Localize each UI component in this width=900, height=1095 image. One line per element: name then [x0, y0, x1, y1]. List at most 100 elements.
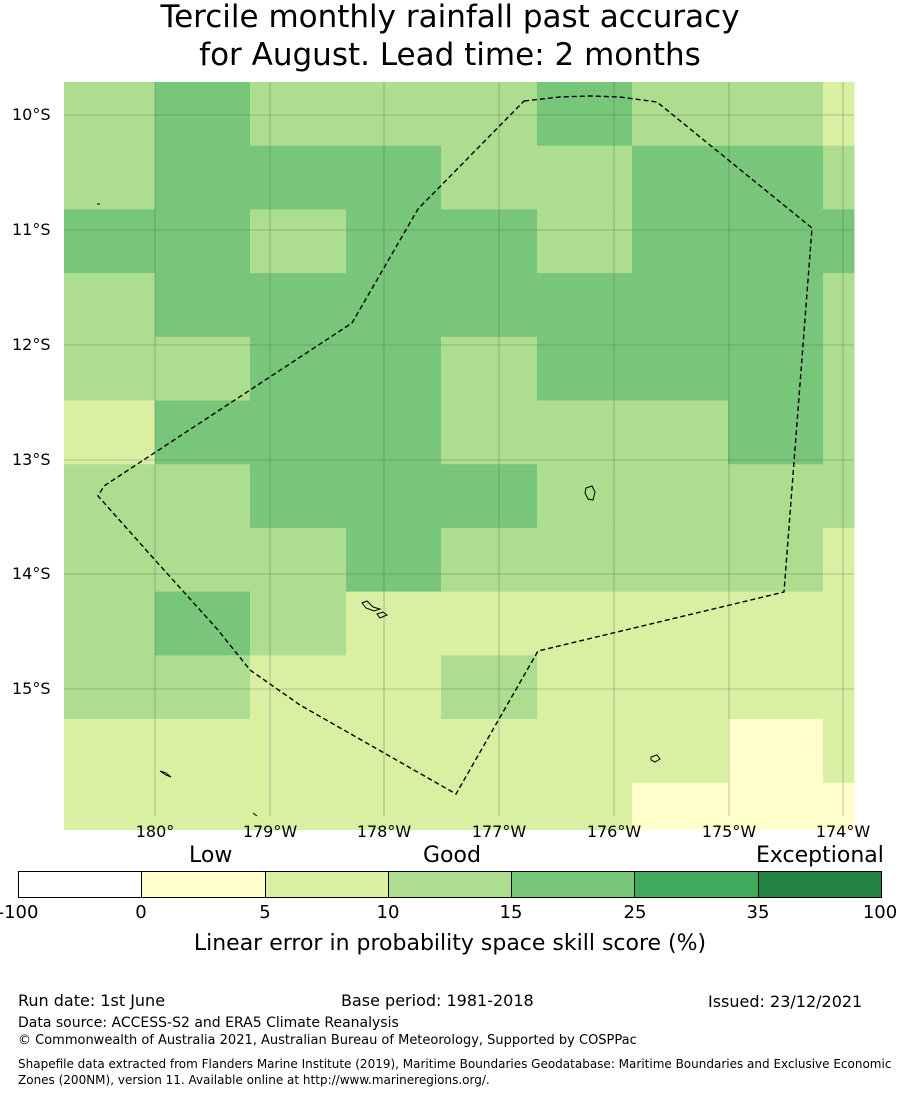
colorbar-tick: 25	[623, 902, 647, 923]
colorbar-bin	[758, 872, 881, 897]
grid-cell	[346, 655, 442, 720]
grid-cell	[155, 209, 251, 274]
colorbar-bin	[635, 872, 759, 897]
grid-cell	[441, 400, 538, 465]
island-outline	[252, 812, 258, 817]
grid-cell	[64, 82, 156, 147]
colorbar-tick: 35	[746, 902, 770, 923]
grid-cell	[728, 464, 824, 529]
lat-label-11s: 11°S	[12, 220, 51, 239]
grid-cell	[823, 336, 855, 401]
grid-cell	[346, 145, 442, 210]
grid-cell	[155, 719, 251, 784]
grid-cell	[823, 400, 855, 465]
grid-cell	[346, 82, 442, 147]
grid-cell	[728, 145, 824, 210]
colorbar-tick: -100	[0, 902, 39, 923]
grid-cell	[823, 145, 855, 210]
grid-cell	[632, 655, 729, 720]
grid-cell	[346, 527, 442, 593]
grid-cell	[346, 782, 442, 830]
grid-cell	[632, 527, 729, 593]
grid-cell	[250, 400, 347, 465]
colorbar-bin	[19, 872, 143, 897]
grid-cell	[632, 400, 729, 465]
grid-cell	[250, 464, 347, 529]
grid-cell	[632, 145, 729, 210]
colorbar-label: Linear error in probability space skill …	[193, 931, 707, 956]
grid-cell	[728, 782, 824, 830]
grid-cell	[250, 336, 347, 401]
grid-cell	[155, 464, 251, 529]
grid-cell	[346, 273, 442, 338]
grid-cell	[823, 82, 855, 147]
grid-cell	[346, 336, 442, 401]
base-period: Base period: 1981-2018	[341, 991, 534, 1010]
grid-cell	[64, 464, 156, 529]
colorbar-tick: 10	[376, 902, 400, 923]
grid-cell	[155, 336, 251, 401]
island-outline	[650, 754, 661, 763]
grid-cell	[823, 719, 855, 784]
grid-cell	[155, 273, 251, 338]
grid-cell	[728, 82, 824, 147]
grid-cell	[441, 591, 538, 656]
grid-cell	[632, 336, 729, 401]
grid-cell	[537, 273, 633, 338]
grid-cell	[728, 336, 824, 401]
grid-cell	[64, 400, 156, 465]
colorbar-word-exceptional: Exceptional	[756, 843, 884, 868]
grid-cell	[346, 464, 442, 529]
grid-cell	[823, 591, 855, 656]
grid-cell	[441, 464, 538, 529]
grid-cell	[823, 273, 855, 338]
colorbar-bin	[388, 872, 513, 897]
skill-grid	[64, 82, 855, 830]
run-date: Run date: 1st June	[18, 991, 166, 1010]
lat-label-10s: 10°S	[12, 105, 51, 124]
grid-cell	[728, 273, 824, 338]
grid-cell	[155, 82, 251, 147]
copyright: © Commonwealth of Australia 2021, Austra…	[18, 1033, 637, 1048]
grid-cell	[537, 82, 633, 147]
grid-cell	[823, 527, 855, 593]
grid-cell	[64, 782, 156, 830]
lat-label-12s: 12°S	[12, 335, 51, 354]
grid-cell	[441, 719, 538, 784]
grid-cell	[155, 655, 251, 720]
eez-boundary	[97, 95, 813, 795]
grid-cell	[537, 400, 633, 465]
grid-cell	[632, 591, 729, 656]
grid-cell	[346, 719, 442, 784]
grid-cell	[823, 655, 855, 720]
grid-cell	[537, 719, 633, 784]
colorbar-tick: 5	[259, 902, 271, 923]
grid-cell	[537, 464, 633, 529]
grid-cell	[346, 209, 442, 274]
grid-cell	[155, 145, 251, 210]
grid-cell	[441, 782, 538, 830]
grid-cell	[632, 719, 729, 784]
colorbar-tick: 100	[862, 902, 898, 923]
grid-cell	[632, 782, 729, 830]
grid-cell	[823, 464, 855, 529]
grid-cell	[64, 145, 156, 210]
lon-label-179w: 179°W	[242, 822, 298, 841]
grid-cell	[250, 782, 347, 830]
skill-map	[64, 82, 855, 830]
grid-cell	[155, 400, 251, 465]
grid-cell	[537, 336, 633, 401]
grid-cell	[250, 655, 347, 720]
grid-cell	[250, 209, 347, 274]
issued-date: Issued: 23/12/2021	[708, 992, 863, 1011]
grid-cell	[64, 591, 156, 656]
grid-cell	[728, 655, 824, 720]
shapefile-credit-line-1: Shapefile data extracted from Flanders M…	[18, 1057, 892, 1071]
island-outline	[584, 485, 596, 501]
grid-cell	[537, 782, 633, 830]
grid-cell	[823, 209, 855, 274]
grid-cell	[632, 273, 729, 338]
grid-cell	[537, 527, 633, 593]
lon-label-177w: 177°W	[471, 822, 527, 841]
grid-cell	[632, 209, 729, 274]
